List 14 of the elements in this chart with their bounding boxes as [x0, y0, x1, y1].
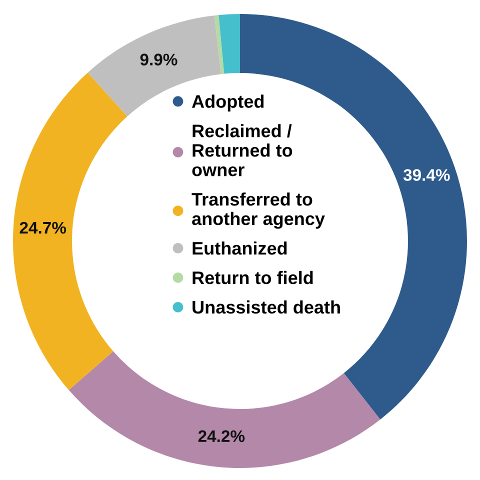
legend-label: Adopted	[192, 94, 264, 112]
legend-label: Transferred to another agency	[192, 192, 325, 229]
data-label: 9.9%	[140, 54, 178, 66]
data-label: 24.2%	[198, 430, 245, 442]
data-label: 24.7%	[20, 222, 66, 234]
donut-slice	[68, 351, 380, 468]
legend-label: Unassisted death	[192, 300, 340, 314]
legend-label: Return to field	[192, 270, 313, 284]
donut-slice	[13, 72, 128, 390]
donut-slice	[214, 15, 224, 74]
legend-label: Euthanized	[192, 241, 287, 255]
legend-label: Reclaimed / Returned to owner	[192, 124, 292, 176]
donut-slice	[218, 14, 240, 74]
data-label: 39.4%	[403, 169, 450, 181]
